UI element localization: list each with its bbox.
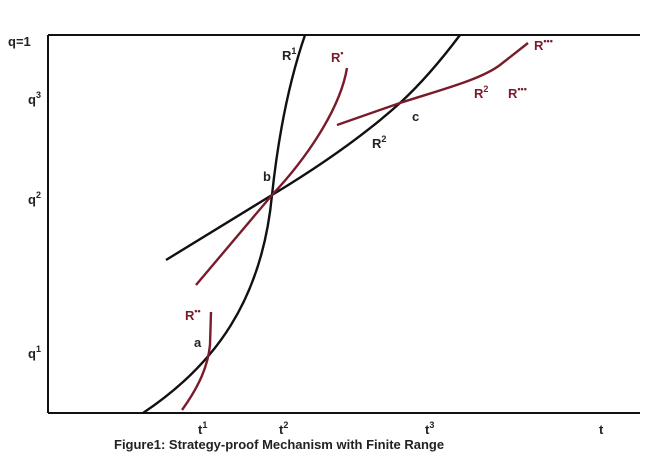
x-tick-label: t2 xyxy=(279,420,288,437)
point-label: c xyxy=(412,109,419,124)
curve-r-3dot xyxy=(336,42,529,127)
curve-r1 xyxy=(142,34,307,414)
curve-label: R•• xyxy=(185,306,201,323)
y-tick-label: q2 xyxy=(28,190,41,207)
curve-label: R• xyxy=(331,48,344,65)
point-label: a xyxy=(194,335,202,350)
curve-r2 xyxy=(165,34,461,262)
point-label: b xyxy=(263,169,271,184)
x-axis-label: t xyxy=(599,422,604,437)
y-tick-label: q3 xyxy=(28,90,41,107)
caption: Figure1: Strategy-proof Mechanism with F… xyxy=(114,437,444,452)
curve-label: R2 xyxy=(372,134,386,151)
y-tick-label: q1 xyxy=(28,344,41,361)
curve-label: R2 xyxy=(474,84,488,101)
curve-label: R1 xyxy=(282,46,296,63)
curve-r-dot xyxy=(195,67,349,286)
curve-r-2dot xyxy=(181,311,213,411)
x-tick-label: t1 xyxy=(198,420,207,437)
curve-label: R••• xyxy=(534,36,553,53)
x-tick-label: t3 xyxy=(425,420,434,437)
curve-label: R••• xyxy=(508,84,527,101)
y-top-label: q=1 xyxy=(8,34,31,49)
